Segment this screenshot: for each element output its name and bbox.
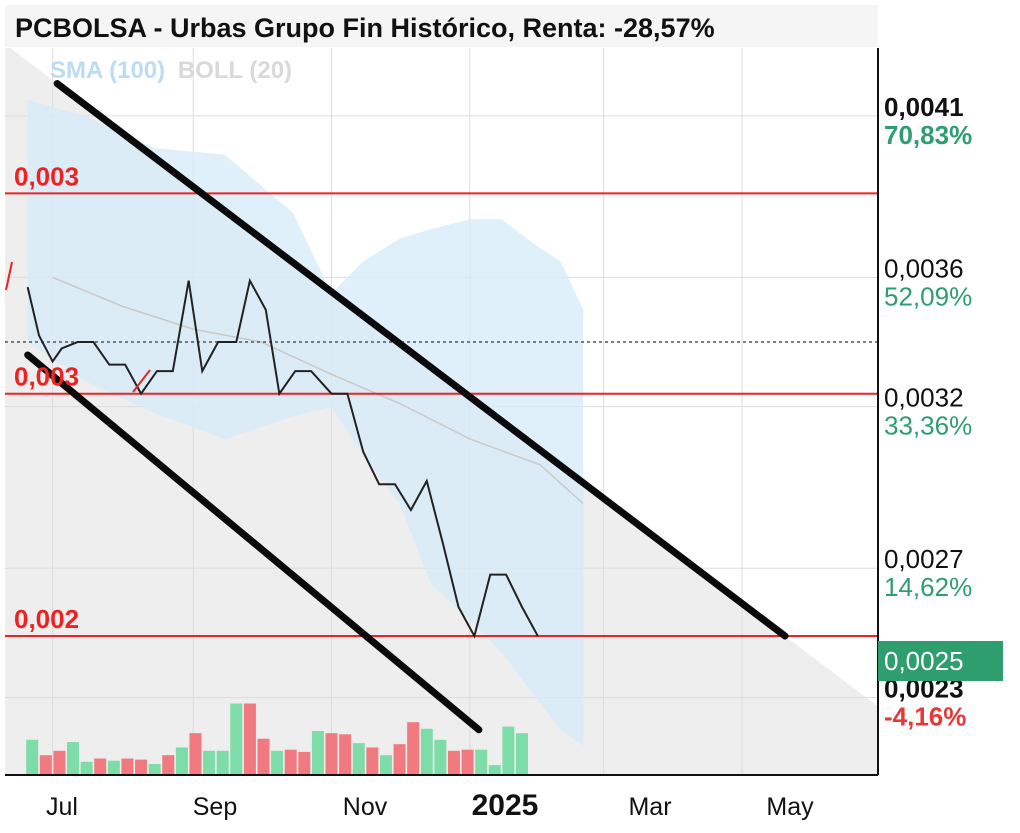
support-label: 0,003 [14, 161, 79, 191]
channel-line-upper [53, 80, 789, 640]
sma-line [52, 276, 584, 505]
x-tick-label: Sep [193, 793, 237, 821]
volume-bar [94, 758, 107, 774]
y-tick-percent: 70,83% [884, 120, 972, 150]
chart-title: PCBOLSA - Urbas Grupo Fin Histórico, Ren… [15, 13, 715, 43]
marker-tick [5, 261, 13, 291]
y-tick-percent: 14,62% [884, 572, 972, 602]
volume-bar [325, 733, 338, 774]
y-tick-percent: 33,36% [884, 411, 972, 441]
x-tick-label: Nov [343, 793, 388, 821]
volume-bar [447, 750, 460, 774]
volume-bar [393, 744, 406, 774]
volume-bar [53, 750, 66, 774]
volume-bar [461, 749, 474, 774]
volume-bar [80, 761, 93, 774]
x-tick-label: Mar [628, 793, 671, 821]
volume-bar [475, 749, 488, 774]
y-tick-value: 0,0036 [884, 253, 964, 283]
volume-bar [407, 722, 420, 774]
y-tick-percent: -4,16% [884, 701, 966, 731]
title-bar: PCBOLSA - Urbas Grupo Fin Histórico, Ren… [5, 5, 878, 47]
volume-bar [26, 739, 39, 774]
legend-boll[interactable]: BOLL (20) [177, 57, 293, 84]
volume-bar [148, 764, 161, 774]
volume-bar [502, 726, 515, 774]
y-tick-value: 0,0041 [884, 92, 964, 122]
volume-bar [107, 760, 120, 774]
volume-bar [189, 733, 202, 774]
volume-bar [203, 750, 216, 774]
volume-bar [121, 758, 134, 774]
x-tick-label: May [766, 793, 814, 821]
volume-bar [257, 738, 270, 774]
volume-bar [434, 739, 447, 774]
volume-bar [311, 731, 324, 774]
volume-bar [39, 755, 52, 774]
volume-bar [271, 750, 284, 774]
y-tick-percent: 52,09% [884, 281, 972, 311]
y-tick-value: 0,0027 [884, 544, 964, 574]
volume-bar [135, 759, 148, 774]
volume-bar [243, 703, 256, 774]
volume-bar [488, 765, 501, 774]
legend-sma[interactable]: SMA (100) [50, 57, 166, 84]
volume-bar [298, 751, 311, 774]
x-tick-label: Jul [46, 793, 78, 821]
x-tick-label: 2025 [472, 789, 539, 822]
volume-bar [379, 755, 392, 774]
volume-bar [420, 728, 433, 774]
volume-bar [216, 750, 229, 774]
volume-bar [284, 749, 297, 774]
bollinger-band [27, 99, 584, 746]
volume-bar [230, 703, 243, 774]
support-label: 0,003 [14, 362, 79, 392]
volume-bar [366, 747, 379, 774]
price-line [26, 277, 539, 639]
indicator-legend: SMA (100) BOLL (20) [50, 57, 292, 85]
volume-bar [175, 747, 188, 774]
volume-bar [339, 734, 352, 774]
y-tick-value: 0,0032 [884, 383, 964, 413]
current-price-tag: 0,0025 [878, 641, 1003, 681]
volume-bar [515, 733, 528, 774]
volume-bar [67, 742, 80, 774]
channel-line-lower [24, 351, 483, 734]
marker-tick [132, 369, 151, 393]
support-label: 0,002 [14, 604, 79, 634]
volume-bar [162, 755, 175, 774]
volume-bar [352, 743, 365, 774]
